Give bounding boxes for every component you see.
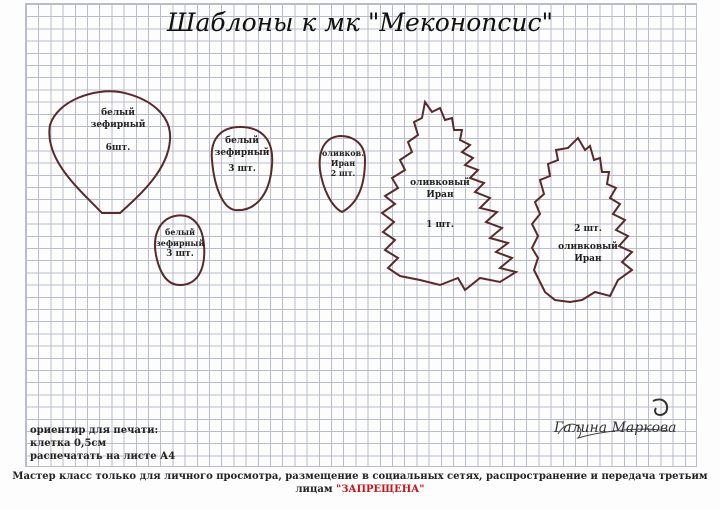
leaf-large [380,99,519,292]
copyright-notice: Мастер класс только для личного просмотр… [0,470,720,496]
color-label: оливковый [558,242,618,252]
grid-paper [25,3,697,467]
template-label-2: белый зефирный 3 шт. [212,135,272,175]
petal-small [154,214,206,287]
count-label: 2 шт. [574,224,602,234]
template-label-4: белый зефирный 3 шт. [152,227,208,260]
petal-medium [210,125,274,212]
color-label: зефирный [90,120,146,130]
petal-large [48,90,172,214]
print-info-line: ориентир для печати: [30,425,159,436]
color-label: оливковый [410,178,470,188]
signature-logo: Галина Маркова [553,398,677,439]
signature-text: Галина Маркова [553,420,677,436]
count-label: 2 шт. [330,168,356,178]
count-label: 1 шт. [426,220,454,230]
count-label: 3 шт. [166,249,194,259]
color-label: Иран [574,254,602,264]
template-label-1: белый зефирный 6шт. [88,107,148,154]
color-label: зефирный [155,238,205,248]
notice-text: Мастер класс только для личного просмотр… [12,471,708,495]
color-label: белый [164,227,196,237]
template-label-5: оливковый Иран 1 шт. [400,177,480,231]
color-label: оливков. [322,148,364,158]
color-label: Иран [426,190,454,200]
notice-forbidden: "ЗАПРЕЩЕНА" [336,484,425,495]
color-label: зефирный [214,148,270,158]
template-label-6: 2 шт. оливковый Иран [548,223,628,265]
print-info-line: клетка 0,5см [30,438,107,449]
count-label: 6шт. [105,143,131,153]
count-label: 3 шт. [228,164,256,174]
color-label: белый [101,108,135,118]
print-info-line: распечатать на листе А4 [30,451,176,462]
petal-small-olive [318,134,367,214]
leaf-small [530,136,634,304]
template-label-3: оливков. Иран 2 шт. [318,148,368,178]
color-label: Иран [330,158,356,168]
page-title: Шаблоны к мк "Меконопсис" [166,8,553,37]
color-label: белый [225,136,259,146]
print-info: ориентир для печати: клетка 0,5см распеч… [30,424,175,463]
